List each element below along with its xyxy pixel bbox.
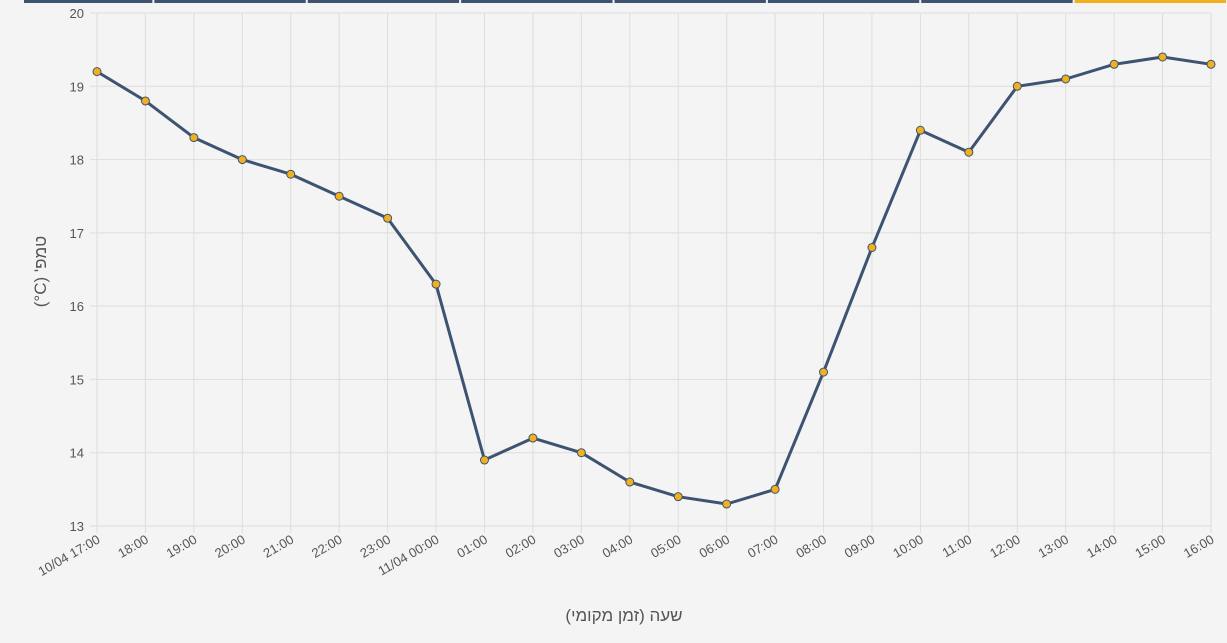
data-point[interactable]	[1012, 81, 1022, 91]
y-tick-label: 20	[70, 6, 84, 21]
x-tick-label: 12:00	[987, 532, 1023, 561]
data-point[interactable]	[867, 243, 877, 253]
data-point[interactable]	[1158, 52, 1168, 62]
x-tick-label: 02:00	[503, 532, 539, 561]
data-point[interactable]	[1206, 59, 1216, 69]
x-axis: 10/04 17:00 18:00 19:00 20:00 21:00 22:00 23:0…	[36, 532, 1217, 579]
x-tick-label: 09:00	[842, 532, 878, 561]
top-tab[interactable]	[921, 0, 1073, 3]
y-tick-label: 15	[70, 372, 84, 387]
x-tick-label: 07:00	[745, 532, 781, 561]
data-point[interactable]	[625, 477, 635, 487]
data-point[interactable]	[189, 133, 199, 143]
x-tick-label: 10/04 17:00	[36, 532, 103, 579]
data-point[interactable]	[1109, 59, 1119, 69]
grid	[90, 12, 1212, 533]
data-point[interactable]	[334, 191, 344, 201]
y-tick-label: 16	[70, 299, 84, 314]
data-point[interactable]	[1061, 74, 1071, 84]
data-point[interactable]	[576, 448, 586, 458]
x-tick-label: 04:00	[600, 532, 636, 561]
x-tick-label: 13:00	[1036, 532, 1072, 561]
series	[92, 52, 1216, 509]
data-point[interactable]	[528, 433, 538, 443]
data-point[interactable]	[915, 125, 925, 135]
data-point[interactable]	[819, 367, 829, 377]
series-line	[95, 55, 1213, 506]
data-point[interactable]	[770, 484, 780, 494]
top-tab[interactable]	[24, 0, 153, 3]
top-tab[interactable]	[461, 0, 613, 3]
y-axis: 13 14 15 16 17 18 19 20	[70, 6, 84, 534]
x-tick-label: 21:00	[261, 532, 297, 561]
x-tick-label: 15:00	[1132, 532, 1168, 561]
x-tick-label: 20:00	[212, 532, 248, 561]
top-tab[interactable]	[307, 0, 460, 3]
top-tab-active[interactable]	[1074, 0, 1226, 3]
data-point[interactable]	[722, 499, 732, 509]
x-tick-label: 18:00	[115, 532, 151, 561]
y-tick-label: 14	[70, 446, 84, 461]
data-point[interactable]	[286, 169, 296, 179]
x-tick-label: 14:00	[1084, 532, 1120, 561]
x-tick-label: 06:00	[696, 532, 732, 561]
x-tick-label: 05:00	[648, 532, 684, 561]
data-point[interactable]	[431, 279, 441, 289]
data-point[interactable]	[237, 155, 247, 165]
x-tick-label: 10:00	[890, 532, 926, 561]
y-tick-label: 19	[70, 79, 84, 94]
x-tick-label: 23:00	[357, 532, 393, 561]
x-axis-title: שעה (זמן מקומי)	[565, 606, 682, 625]
data-point[interactable]	[92, 67, 102, 77]
data-point[interactable]	[964, 147, 974, 157]
x-tick-label: 03:00	[551, 532, 587, 561]
data-point[interactable]	[479, 455, 489, 465]
data-point[interactable]	[673, 492, 683, 502]
y-tick-label: 13	[70, 519, 84, 534]
y-axis-title: טמפ' (C°)	[31, 236, 50, 308]
x-tick-label: 19:00	[164, 532, 200, 561]
x-tick-label: 16:00	[1181, 532, 1217, 561]
y-tick-label: 18	[70, 153, 84, 168]
top-tab[interactable]	[767, 0, 920, 3]
x-tick-label: 01:00	[454, 532, 490, 561]
data-point[interactable]	[140, 96, 150, 106]
x-tick-label: 08:00	[793, 532, 829, 561]
top-tab-strip	[24, 0, 1226, 3]
data-point[interactable]	[383, 213, 393, 223]
x-tick-label: 11:00	[939, 532, 974, 561]
top-tab[interactable]	[154, 0, 306, 3]
x-tick-label: 22:00	[309, 532, 345, 561]
top-tab[interactable]	[614, 0, 766, 3]
y-tick-label: 17	[70, 226, 84, 241]
